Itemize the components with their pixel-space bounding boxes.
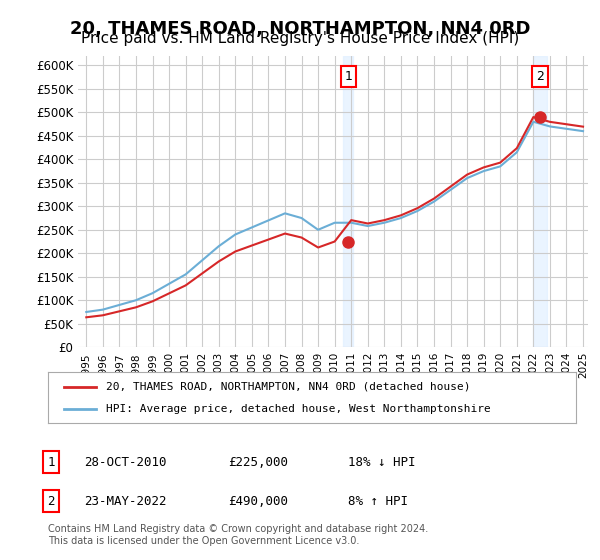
Text: HPI: Average price, detached house, West Northamptonshire: HPI: Average price, detached house, West… (106, 404, 491, 414)
Text: Contains HM Land Registry data © Crown copyright and database right 2024.
This d: Contains HM Land Registry data © Crown c… (48, 524, 428, 546)
Bar (343, 56, 353, 347)
Text: Price paid vs. HM Land Registry's House Price Index (HPI): Price paid vs. HM Land Registry's House … (81, 31, 519, 46)
Text: 18% ↓ HPI: 18% ↓ HPI (348, 455, 415, 469)
Text: £490,000: £490,000 (228, 494, 288, 508)
Text: 2: 2 (47, 494, 55, 508)
Text: 2: 2 (536, 70, 544, 83)
Text: 20, THAMES ROAD, NORTHAMPTON, NN4 0RD: 20, THAMES ROAD, NORTHAMPTON, NN4 0RD (70, 20, 530, 38)
Bar (533, 56, 547, 347)
Text: 20, THAMES ROAD, NORTHAMPTON, NN4 0RD (detached house): 20, THAMES ROAD, NORTHAMPTON, NN4 0RD (d… (106, 381, 470, 391)
Text: 1: 1 (47, 455, 55, 469)
Text: 8% ↑ HPI: 8% ↑ HPI (348, 494, 408, 508)
Text: 1: 1 (344, 70, 352, 83)
Text: 28-OCT-2010: 28-OCT-2010 (84, 455, 167, 469)
Text: 23-MAY-2022: 23-MAY-2022 (84, 494, 167, 508)
Text: £225,000: £225,000 (228, 455, 288, 469)
